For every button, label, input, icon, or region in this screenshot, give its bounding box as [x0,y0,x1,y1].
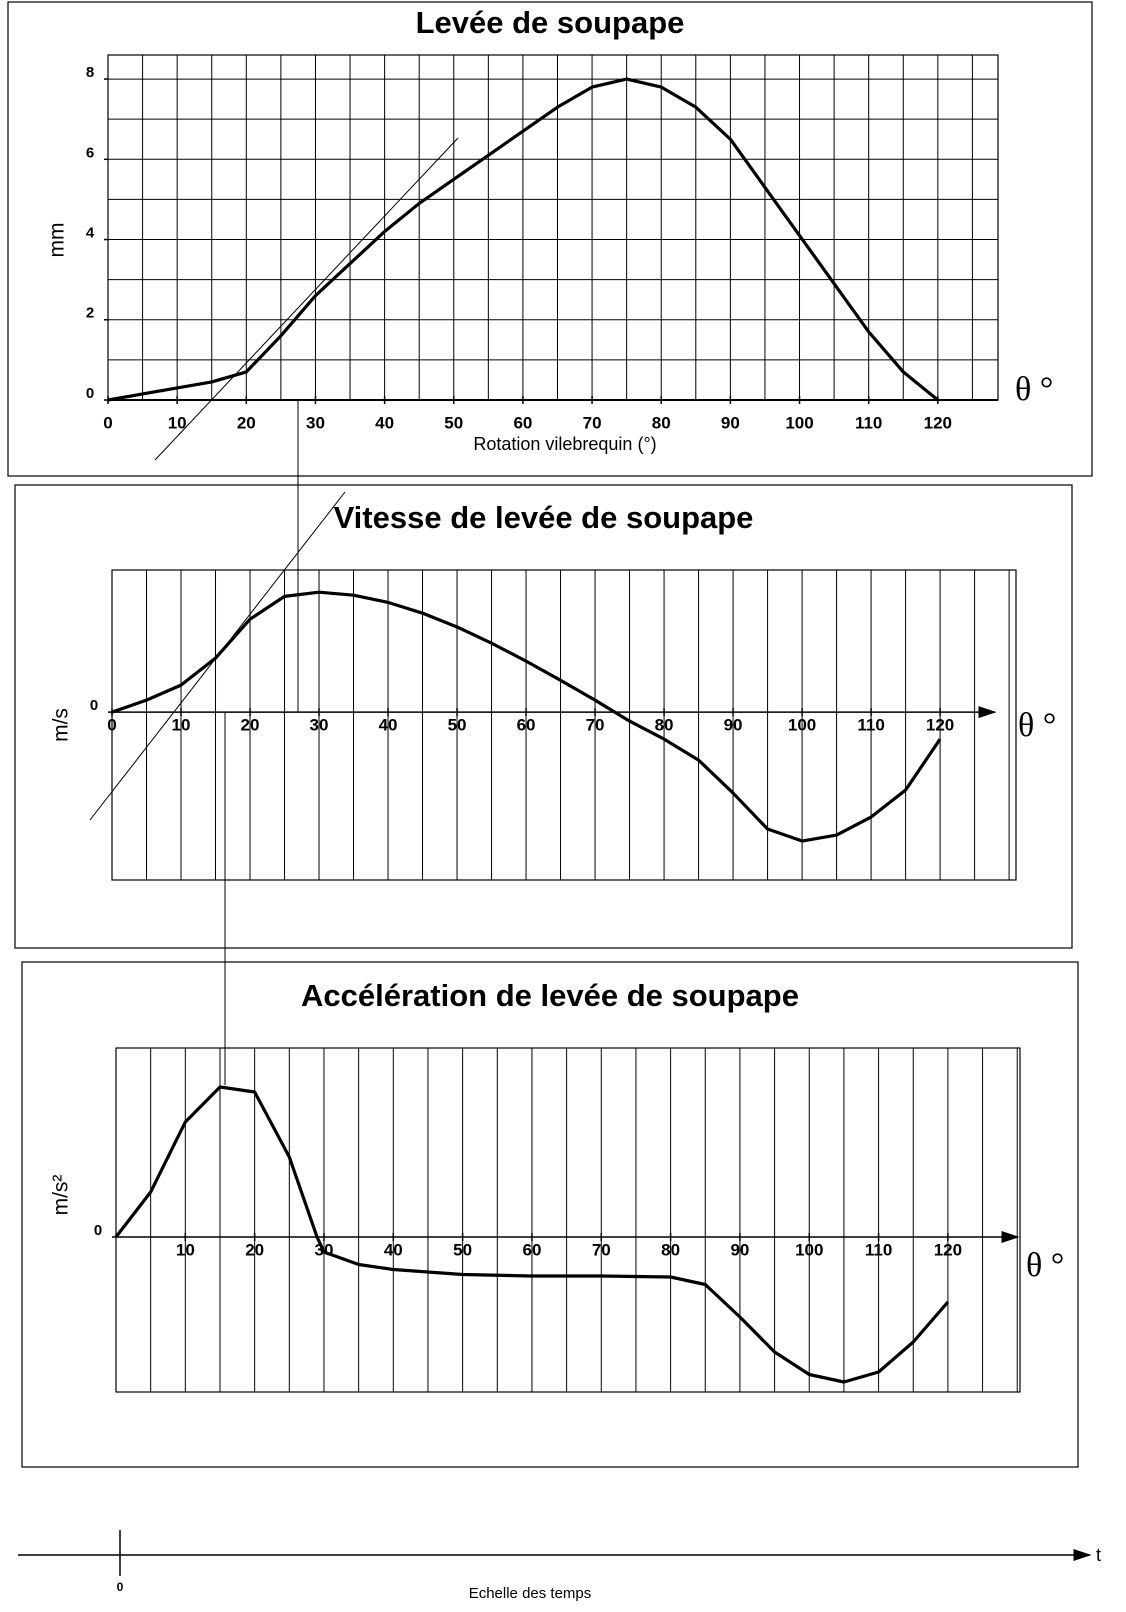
x-tick-label: 80 [652,413,671,432]
x-tick-label: 20 [241,716,260,735]
x-tick-label: 110 [855,413,882,432]
x-tick-label: 120 [934,1240,962,1259]
x-tick-label: 110 [857,716,884,735]
y-axis-label: m/s² [50,1175,73,1216]
x-tick-label: 20 [245,1240,264,1259]
panel-border [7,1,1093,477]
x-tick-label: 120 [924,413,952,432]
time-axis-label: t [1096,1545,1101,1565]
chart-title: Accélération de levée de soupape [301,978,799,1013]
x-tick-label: 70 [592,1240,611,1259]
y-axis-label: mm [46,223,69,258]
x-tick-label: 50 [444,413,463,432]
axis-symbol: θ ° [1018,707,1056,744]
x-tick-label: 0 [107,716,116,735]
x-tick-label: 30 [310,716,329,735]
x-tick-label: 80 [661,1240,680,1259]
time-scale: 0 Echelle des temps t [18,1530,1101,1602]
x-tick-label: 80 [655,716,674,735]
curve [114,1085,950,1384]
y-tick-label: 2 [86,305,94,322]
curve [111,590,942,843]
axis-symbol: θ ° [1026,1247,1064,1284]
x-tick-label: 100 [795,1240,823,1259]
x-tick-label: 40 [379,716,398,735]
x-tick-label: 120 [926,716,954,735]
x-tick-label: 60 [522,1240,541,1259]
time-zero: 0 [117,1580,124,1594]
x-axis-label: Rotation vilebrequin (°) [473,434,656,454]
x-tick-label: 110 [865,1240,892,1259]
y-tick-label: 6 [86,144,94,161]
x-tick-label: 100 [788,716,816,735]
y-tick-label: 0 [90,697,98,714]
axis-symbol: θ ° [1015,371,1053,408]
plot-frame [115,1047,1021,1393]
x-tick-label: 10 [168,413,187,432]
chart: Vitesse de levée de soupape 0 10 20 30 40 50 60… [14,484,1073,949]
x-tick-label: 90 [721,413,740,432]
y-tick-label: 4 [86,225,95,242]
x-tick-label: 70 [583,413,602,432]
plot-frame [107,54,999,401]
tangent-line [154,137,459,461]
y-tick-label: 0 [94,1222,102,1239]
y-axis-label: m/s [50,708,73,742]
x-tick-label: 30 [306,413,325,432]
x-tick-label: 0 [103,413,112,432]
x-tick-label: 70 [586,716,605,735]
panel-border [21,961,1079,1468]
panel-border [14,484,1073,949]
x-tick-label: 50 [448,716,467,735]
y-tick-label: 8 [86,64,94,81]
x-tick-label: 60 [517,716,536,735]
x-tick-label: 50 [453,1240,472,1259]
x-tick-label: 90 [730,1240,749,1259]
curve [107,77,939,402]
chart-title: Vitesse de levée de soupape [334,500,754,535]
y-tick-label: 0 [86,385,94,402]
x-tick-label: 10 [172,716,191,735]
x-tick-label: 40 [375,413,394,432]
x-tick-label: 100 [785,413,813,432]
x-tick-label: 10 [176,1240,195,1259]
time-label: Echelle des temps [469,1585,592,1602]
x-tick-label: 40 [384,1240,403,1259]
x-tick-label: 90 [724,716,743,735]
x-tick-label: 60 [513,413,532,432]
chart-title: Levée de soupape [416,5,685,40]
x-tick-label: 20 [237,413,256,432]
